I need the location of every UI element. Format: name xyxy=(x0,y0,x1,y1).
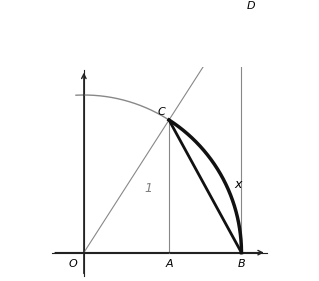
Text: O: O xyxy=(69,259,77,269)
Text: D: D xyxy=(247,1,255,11)
Text: C: C xyxy=(157,107,165,117)
Text: B: B xyxy=(238,259,245,269)
Text: 1: 1 xyxy=(144,182,152,195)
Text: x: x xyxy=(235,178,242,191)
Text: A: A xyxy=(165,259,173,269)
